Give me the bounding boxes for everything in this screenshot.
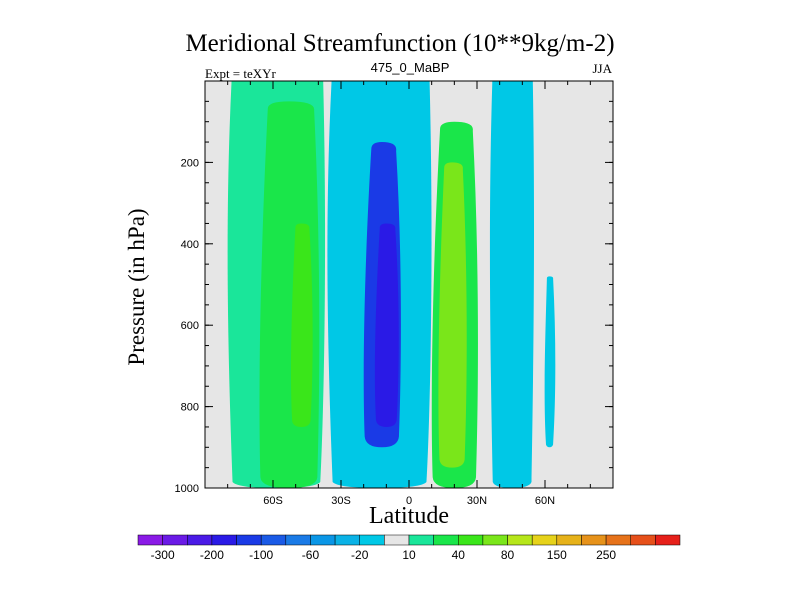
y-tick-label: 800 bbox=[181, 402, 199, 414]
colorbar-box bbox=[531, 534, 558, 546]
period-label: 475_0_MaBP bbox=[370, 60, 450, 75]
polar-negative-cell bbox=[544, 276, 556, 448]
colorbar-box bbox=[507, 534, 533, 546]
colorbar-box bbox=[630, 534, 656, 546]
southern-positive-core bbox=[290, 223, 313, 427]
colorbar-box bbox=[655, 534, 681, 546]
colorbar-label: 80 bbox=[501, 548, 515, 562]
colorbar-label: 40 bbox=[452, 548, 466, 562]
colorbar-label: 150 bbox=[547, 548, 567, 562]
x-tick-label: 60N bbox=[535, 495, 555, 507]
colorbar-label: -200 bbox=[200, 548, 224, 562]
colorbar-box bbox=[581, 534, 607, 546]
colorbar-box bbox=[162, 534, 188, 546]
x-tick-label: 0 bbox=[406, 495, 412, 507]
chart-title: Meridional Streamfunction (10**9kg/m-2) bbox=[185, 30, 615, 57]
colorbar-box bbox=[605, 534, 631, 546]
colorbar-box bbox=[260, 534, 287, 546]
y-tick-label: 400 bbox=[181, 239, 199, 251]
colorbar-box bbox=[482, 534, 508, 546]
colorbar-box bbox=[384, 534, 410, 546]
colorbar-box bbox=[334, 534, 360, 546]
y-tick-label: 600 bbox=[181, 320, 199, 332]
season-label: JJA bbox=[592, 61, 612, 76]
northern-positive-core bbox=[438, 162, 467, 468]
experiment-label: Expt = teXYr bbox=[205, 66, 276, 81]
colorbar: -300 -200 -100 -60 -20 10 40 80 150 250 bbox=[137, 534, 681, 562]
y-tick-label: 200 bbox=[181, 157, 199, 169]
contour-fill-layer bbox=[205, 81, 613, 488]
x-tick-label: 30S bbox=[331, 495, 351, 507]
x-tick-label: 30N bbox=[467, 495, 487, 507]
colorbar-label: -60 bbox=[302, 548, 320, 562]
colorbar-box bbox=[310, 534, 336, 546]
y-tick-label: 1000 bbox=[175, 483, 199, 495]
colorbar-label: 10 bbox=[402, 548, 416, 562]
colorbar-box bbox=[433, 534, 459, 546]
x-axis-label: Latitude bbox=[369, 503, 449, 529]
colorbar-label: -20 bbox=[351, 548, 369, 562]
colorbar-box bbox=[556, 534, 582, 546]
colorbar-label: -300 bbox=[151, 548, 175, 562]
colorbar-box bbox=[137, 534, 163, 546]
equatorial-negative-inner bbox=[374, 223, 399, 427]
colorbar-box bbox=[285, 534, 311, 546]
colorbar-box bbox=[408, 534, 434, 546]
x-tick-label: 60S bbox=[263, 495, 283, 507]
colorbar-label: 250 bbox=[596, 548, 616, 562]
northern-negative-cell bbox=[489, 81, 535, 488]
colorbar-label: -100 bbox=[249, 548, 273, 562]
colorbar-box bbox=[236, 534, 262, 546]
colorbar-box bbox=[187, 534, 213, 546]
colorbar-box bbox=[211, 534, 237, 546]
colorbar-box bbox=[359, 534, 385, 546]
plot-axes: 60S 30S 0 30N 60N 200 400 600 800 1000 bbox=[175, 80, 614, 507]
colorbar-box bbox=[458, 534, 484, 546]
